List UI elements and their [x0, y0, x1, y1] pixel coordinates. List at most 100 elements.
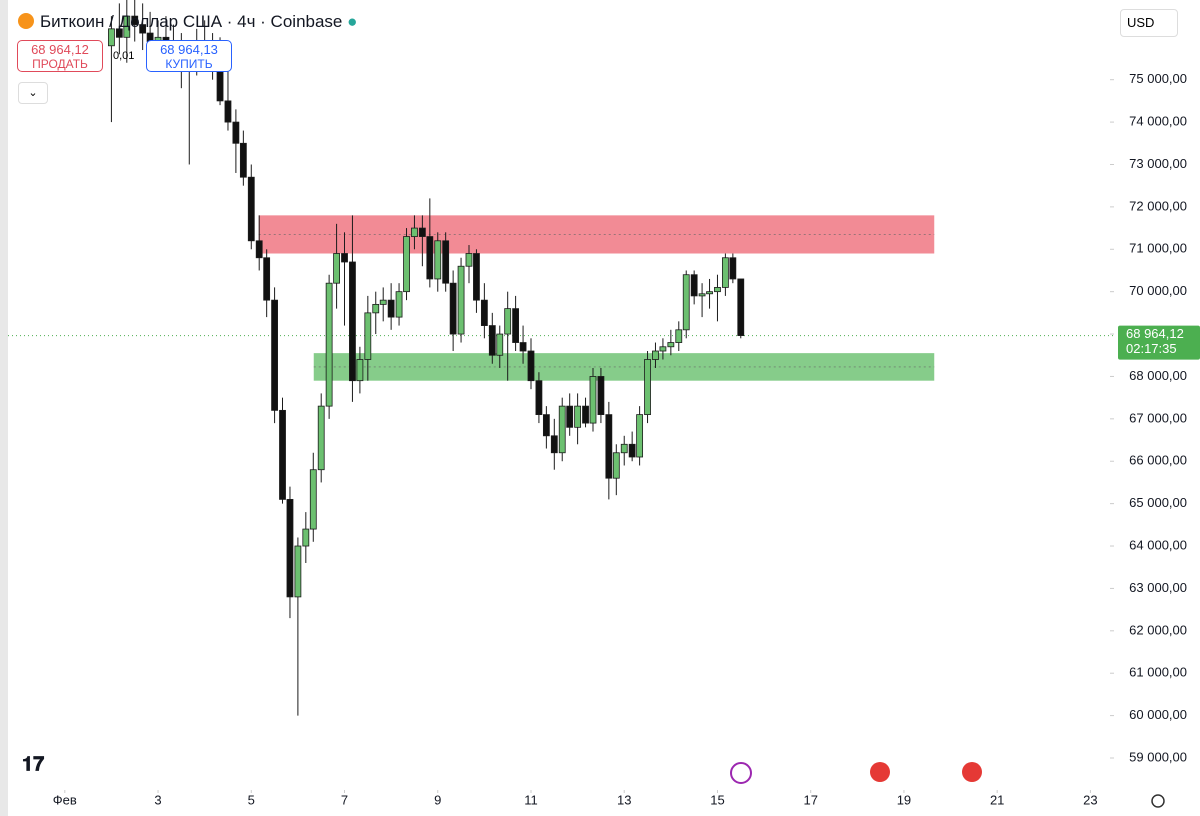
candle-body	[535, 380, 543, 416]
candle-body	[356, 359, 364, 382]
sell-button[interactable]: 68 964,12 ПРОДАТЬ	[17, 40, 103, 72]
last-price-label: 68 964,12	[1126, 326, 1184, 341]
candle-body	[465, 253, 473, 267]
candle-body	[224, 100, 232, 123]
x-tick-label: 17	[803, 792, 817, 807]
x-tick-label: Фев	[53, 792, 77, 807]
candle-body	[317, 405, 325, 471]
candle-body	[457, 265, 465, 335]
logo: 𝟏𝟕	[22, 753, 44, 775]
candle-body	[395, 291, 403, 318]
y-tick-label: 60 000,00	[1129, 707, 1187, 722]
candle-body	[698, 293, 706, 297]
candle-body	[667, 342, 675, 348]
candle-body	[519, 342, 527, 352]
event-icon[interactable]	[730, 762, 752, 784]
candle-body	[442, 240, 450, 284]
candle-body	[675, 329, 683, 343]
candle-body	[341, 253, 348, 263]
event-icon[interactable]	[870, 762, 890, 782]
collapse-button[interactable]: ⌄	[18, 82, 48, 104]
candle-body	[566, 405, 574, 428]
candle-body	[620, 443, 628, 454]
x-tick-label: 5	[248, 792, 255, 807]
candle-body	[449, 282, 457, 335]
title: Биткоин / Доллар США · 4ч · Coinbase	[40, 12, 343, 31]
x-tick-label: 21	[990, 792, 1004, 807]
candle-body	[612, 452, 620, 479]
candle-body	[325, 282, 333, 407]
candle-body	[426, 236, 434, 280]
symbol-header: Биткоин / Доллар США · 4ч · Coinbase ●	[18, 12, 357, 32]
candle-body	[512, 308, 520, 343]
candle-body	[628, 443, 636, 458]
candle-body	[255, 240, 263, 259]
candle-body	[737, 278, 745, 336]
candle-body	[131, 15, 139, 25]
candle-body	[690, 274, 698, 297]
y-tick-label: 63 000,00	[1129, 580, 1187, 595]
candle-body	[597, 376, 605, 416]
candle-body	[589, 376, 597, 424]
y-tick-label: 75 000,00	[1129, 71, 1187, 86]
candle-body	[349, 261, 356, 382]
y-tick-label: 68 000,00	[1129, 368, 1187, 383]
candle-body	[480, 299, 488, 326]
candle-body	[115, 28, 123, 38]
y-tick-label: 74 000,00	[1129, 114, 1187, 129]
candle-body	[659, 346, 667, 352]
candle-body	[527, 350, 535, 382]
candle-body	[309, 469, 317, 530]
buy-button[interactable]: 68 964,13 КУПИТЬ	[146, 40, 232, 72]
candle-body	[286, 498, 294, 598]
sell-price: 68 964,12	[31, 42, 89, 57]
candle-body	[302, 528, 310, 547]
svg-text:𝟏𝟕: 𝟏𝟕	[22, 753, 44, 775]
spread: 0,01	[113, 50, 135, 62]
candle-body	[714, 287, 721, 293]
left-border	[0, 0, 8, 816]
candle-body	[387, 299, 395, 318]
candle-body	[333, 253, 340, 284]
candle-body	[574, 405, 582, 428]
y-tick-label: 72 000,00	[1129, 198, 1187, 213]
candle-body	[411, 227, 418, 237]
y-tick-label: 71 000,00	[1129, 241, 1187, 256]
candle-body	[542, 414, 550, 437]
event-icon[interactable]	[962, 762, 982, 782]
candle-body	[558, 405, 566, 454]
x-tick-label: 13	[617, 792, 631, 807]
candle-body	[488, 325, 496, 356]
y-tick-label: 70 000,00	[1129, 283, 1187, 298]
candle-body	[473, 253, 480, 301]
candle-body	[729, 257, 737, 280]
settings-icon[interactable]	[1151, 794, 1165, 808]
y-tick-label: 61 000,00	[1129, 665, 1187, 680]
y-tick-label: 62 000,00	[1129, 622, 1187, 637]
candle-body	[636, 414, 644, 458]
x-tick-label: 19	[897, 792, 911, 807]
x-tick-label: 7	[341, 792, 348, 807]
currency-select[interactable]: USD	[1120, 9, 1178, 37]
candle-body	[232, 121, 240, 144]
candle-body	[403, 236, 410, 293]
candle-body	[379, 299, 387, 305]
candle-body	[271, 299, 278, 411]
y-tick-label: 65 000,00	[1129, 495, 1187, 510]
candle-body	[582, 405, 589, 424]
candle-body	[123, 15, 131, 38]
candle-body	[605, 414, 613, 479]
candle-body	[644, 359, 651, 416]
candle-body	[108, 28, 115, 47]
candle-body	[496, 333, 504, 356]
buy-label: КУПИТЬ	[165, 57, 213, 71]
countdown: 02:17:35	[1126, 341, 1177, 356]
candle-body	[372, 303, 380, 314]
last-price-tag	[1118, 325, 1200, 360]
y-tick-label: 67 000,00	[1129, 410, 1187, 425]
candle-body	[721, 257, 729, 288]
candle-body	[550, 435, 558, 454]
candle-body	[279, 409, 286, 500]
